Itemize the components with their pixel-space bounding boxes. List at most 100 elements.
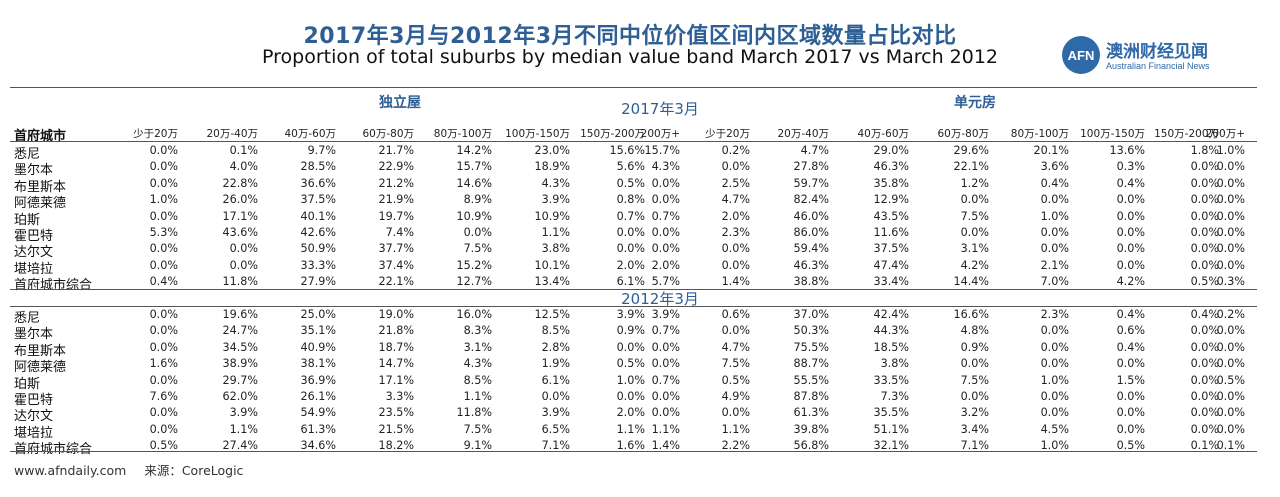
house-value-cell: 4.3%	[651, 160, 680, 174]
unit-value-cell: 50.3%	[793, 324, 829, 338]
unit-value-cell: 2.0%	[721, 209, 750, 223]
unit-band-header: 80万-100万	[1010, 128, 1069, 140]
house-value-cell: 1.0%	[149, 193, 178, 207]
table-row: 堪培拉 0.0% 0.0% 33.3% 37.4% 15.2% 10.1% 2.0% 2.0% 0…	[0, 258, 1280, 277]
house-band-header: 少于20万	[133, 128, 178, 140]
house-value-cell: 0.0%	[651, 176, 680, 190]
unit-band-header: 150万-200万	[1154, 128, 1219, 140]
table-row: 堪培拉 0.0% 1.1% 61.3% 21.5% 7.5% 6.5% 1.1% 1.1% 1.1…	[0, 422, 1280, 441]
unit-value-cell: 33.5%	[873, 373, 909, 387]
house-value-cell: 7.5%	[463, 242, 492, 256]
unit-value-cell: 0.0%	[721, 242, 750, 256]
house-value-cell: 17.1%	[378, 373, 414, 387]
unit-value-cell: 7.1%	[960, 439, 989, 453]
house-band-header: 40万-60万	[284, 128, 336, 140]
bottom-rule	[10, 451, 1257, 452]
house-value-cell: 5.7%	[651, 275, 680, 289]
table-row: 墨尔本 0.0% 4.0% 28.5% 22.9% 15.7% 18.9% 5.6% 4.3% 0…	[0, 160, 1280, 178]
footer: www.afndaily.com 来源：CoreLogic	[14, 460, 243, 479]
unit-value-cell: 51.1%	[873, 422, 909, 436]
unit-value-cell: 56.8%	[793, 439, 829, 453]
unit-value-cell: 1.0%	[1040, 209, 1069, 223]
unit-value-cell: 12.9%	[873, 193, 909, 207]
table-row: 悉尼 0.0% 19.6% 25.0% 19.0% 16.0% 12.5% 3.9% 3.9% 0…	[0, 308, 1280, 326]
house-value-cell: 11.8%	[456, 406, 492, 420]
table-row: 布里斯本 0.0% 22.8% 36.6% 21.2% 14.6% 4.3% 0.5% 0.0%…	[0, 176, 1280, 195]
house-value-cell: 0.0%	[229, 242, 258, 256]
house-value-cell: 8.3%	[463, 324, 492, 338]
house-value-cell: 29.7%	[222, 373, 258, 387]
unit-value-cell: 2.3%	[1040, 308, 1069, 321]
house-value-cell: 21.5%	[378, 422, 414, 436]
unit-value-cell: 1.2%	[960, 176, 989, 190]
unit-value-cell: 4.7%	[721, 193, 750, 207]
unit-value-cell: 0.0%	[1116, 422, 1145, 436]
house-value-cell: 40.1%	[300, 209, 336, 223]
house-value-cell: 10.9%	[456, 209, 492, 223]
house-value-cell: 35.1%	[300, 324, 336, 338]
house-value-cell: 38.9%	[222, 357, 258, 371]
table-row: 首府城市综合 0.4% 11.8% 27.9% 22.1% 12.7% 13.4% 6.1% 5…	[0, 275, 1280, 293]
unit-value-cell: 87.8%	[793, 390, 829, 403]
house-value-cell: 0.0%	[651, 406, 680, 420]
house-value-cell: 18.2%	[378, 439, 414, 453]
house-value-cell: 3.9%	[541, 406, 570, 420]
house-value-cell: 23.0%	[534, 144, 570, 157]
house-value-cell: 0.0%	[651, 226, 680, 239]
house-value-cell: 4.3%	[463, 357, 492, 371]
house-value-cell: 5.6%	[616, 160, 645, 174]
house-band-header: 80万-100万	[433, 128, 492, 140]
house-value-cell: 0.0%	[616, 242, 645, 256]
afn-logo-mark: AFN	[1062, 36, 1100, 74]
group-label-house: 独立屋	[379, 95, 421, 111]
footer-source: CoreLogic	[181, 463, 244, 478]
house-value-cell: 14.7%	[378, 357, 414, 371]
house-value-cell: 6.5%	[541, 422, 570, 436]
house-value-cell: 0.0%	[149, 406, 178, 420]
unit-value-cell: 37.0%	[793, 308, 829, 321]
unit-value-cell: 3.1%	[960, 242, 989, 256]
unit-value-cell: 0.0%	[1190, 242, 1219, 256]
city-name: 首府城市综合	[14, 442, 93, 458]
house-value-cell: 3.1%	[463, 340, 492, 354]
unit-value-cell: 3.4%	[960, 422, 989, 436]
unit-value-cell: 2.2%	[721, 439, 750, 453]
unit-value-cell: 0.0%	[1040, 340, 1069, 354]
unit-value-cell: 7.5%	[721, 357, 750, 371]
table-row: 达尔文 0.0% 0.0% 50.9% 37.7% 7.5% 3.8% 0.0% 0.0% 0.0…	[0, 242, 1280, 260]
unit-value-cell: 2.3%	[721, 226, 750, 239]
footer-source-label: 来源：	[144, 463, 182, 478]
unit-value-cell: 0.0%	[1216, 422, 1245, 436]
house-value-cell: 33.3%	[300, 258, 336, 272]
house-value-cell: 15.7%	[644, 144, 680, 157]
unit-value-cell: 0.0%	[1116, 406, 1145, 420]
unit-value-cell: 0.0%	[1216, 357, 1245, 371]
house-value-cell: 1.1%	[541, 226, 570, 239]
unit-value-cell: 1.5%	[1116, 373, 1145, 387]
unit-value-cell: 0.0%	[1040, 406, 1069, 420]
house-value-cell: 4.0%	[229, 160, 258, 174]
unit-value-cell: 0.5%	[1116, 439, 1145, 453]
house-value-cell: 14.2%	[456, 144, 492, 157]
unit-value-cell: 4.5%	[1040, 422, 1069, 436]
unit-value-cell: 0.3%	[1216, 275, 1245, 289]
unit-value-cell: 13.6%	[1109, 144, 1145, 157]
unit-value-cell: 0.0%	[1190, 390, 1219, 403]
house-value-cell: 40.9%	[300, 340, 336, 354]
table-row: 布里斯本 0.0% 34.5% 40.9% 18.7% 3.1% 2.8% 0.0% 0.0% 4…	[0, 340, 1280, 359]
unit-value-cell: 20.1%	[1033, 144, 1069, 157]
unit-value-cell: 43.5%	[873, 209, 909, 223]
house-value-cell: 0.5%	[616, 176, 645, 190]
house-value-cell: 0.0%	[651, 357, 680, 371]
house-value-cell: 1.6%	[616, 439, 645, 453]
unit-value-cell: 0.9%	[960, 340, 989, 354]
unit-value-cell: 0.0%	[1216, 406, 1245, 420]
house-value-cell: 0.0%	[149, 422, 178, 436]
house-value-cell: 19.0%	[378, 308, 414, 321]
house-value-cell: 2.0%	[616, 258, 645, 272]
unit-value-cell: 86.0%	[793, 226, 829, 239]
unit-value-cell: 7.3%	[880, 390, 909, 403]
house-value-cell: 19.6%	[222, 308, 258, 321]
unit-value-cell: 0.4%	[1040, 176, 1069, 190]
unit-value-cell: 29.6%	[953, 144, 989, 157]
